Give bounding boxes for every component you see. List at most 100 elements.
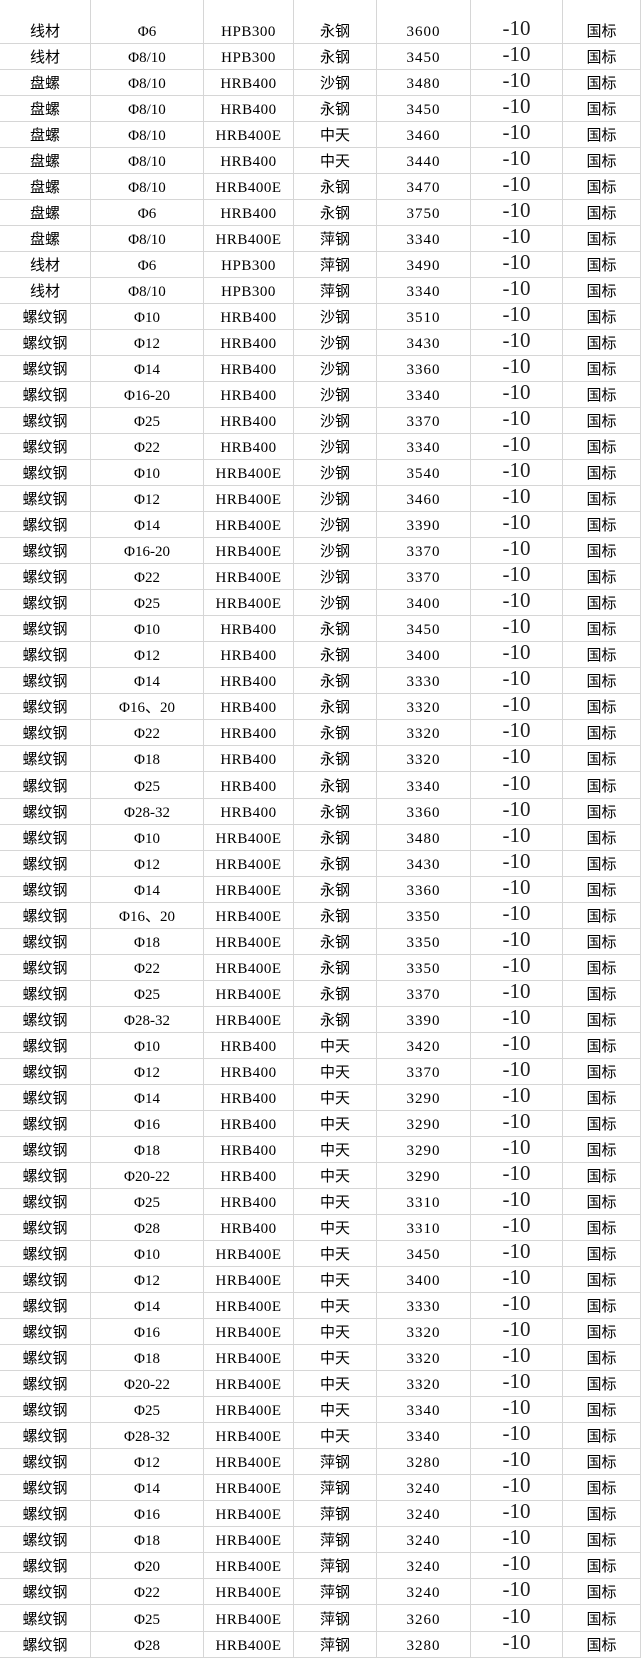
note-cell[interactable]: 国标	[563, 460, 641, 487]
mill-cell[interactable]: 沙钢	[294, 486, 377, 513]
spec-cell[interactable]: Φ18	[91, 928, 204, 955]
change-cell[interactable]: -10	[471, 824, 563, 851]
grade-cell[interactable]: HRB400	[204, 1136, 294, 1163]
mill-cell[interactable]: 永钢	[294, 95, 377, 122]
spec-cell[interactable]: Φ16、20	[91, 902, 204, 929]
product-cell[interactable]: 线材	[0, 277, 91, 304]
product-cell[interactable]: 线材	[0, 3, 91, 44]
change-cell[interactable]: -10	[471, 1501, 563, 1528]
product-cell[interactable]: 螺纹钢	[0, 772, 91, 799]
grade-cell[interactable]: HRB400E	[204, 460, 294, 487]
price-cell[interactable]: 3450	[377, 616, 471, 643]
product-cell[interactable]: 螺纹钢	[0, 1006, 91, 1033]
product-cell[interactable]: 螺纹钢	[0, 824, 91, 851]
price-cell[interactable]: 3240	[377, 1553, 471, 1580]
mill-cell[interactable]: 萍钢	[294, 1631, 377, 1658]
change-cell[interactable]: -10	[471, 43, 563, 70]
change-cell[interactable]: -10	[471, 512, 563, 539]
grade-cell[interactable]: HRB400	[204, 1058, 294, 1085]
mill-cell[interactable]: 永钢	[294, 954, 377, 981]
product-cell[interactable]: 螺纹钢	[0, 1188, 91, 1215]
mill-cell[interactable]: 永钢	[294, 980, 377, 1007]
mill-cell[interactable]: 沙钢	[294, 69, 377, 96]
product-cell[interactable]: 螺纹钢	[0, 1371, 91, 1398]
mill-cell[interactable]: 永钢	[294, 694, 377, 721]
change-cell[interactable]: -10	[471, 95, 563, 122]
product-cell[interactable]: 盘螺	[0, 199, 91, 226]
price-cell[interactable]: 3340	[377, 225, 471, 252]
note-cell[interactable]: 国标	[563, 199, 641, 226]
grade-cell[interactable]: HRB400	[204, 303, 294, 330]
spec-cell[interactable]: Φ20	[91, 1553, 204, 1580]
note-cell[interactable]: 国标	[563, 1084, 641, 1111]
grade-cell[interactable]: HRB400	[204, 746, 294, 773]
mill-cell[interactable]: 萍钢	[294, 277, 377, 304]
product-cell[interactable]: 螺纹钢	[0, 486, 91, 513]
spec-cell[interactable]: Φ14	[91, 1293, 204, 1320]
product-cell[interactable]: 螺纹钢	[0, 1162, 91, 1189]
mill-cell[interactable]: 中天	[294, 1371, 377, 1398]
price-cell[interactable]: 3510	[377, 303, 471, 330]
mill-cell[interactable]: 中天	[294, 121, 377, 148]
mill-cell[interactable]: 永钢	[294, 616, 377, 643]
grade-cell[interactable]: HRB400	[204, 1032, 294, 1059]
price-cell[interactable]: 3370	[377, 1058, 471, 1085]
note-cell[interactable]: 国标	[563, 1371, 641, 1398]
price-cell[interactable]: 3390	[377, 512, 471, 539]
product-cell[interactable]: 螺纹钢	[0, 590, 91, 617]
price-cell[interactable]: 3340	[377, 772, 471, 799]
price-cell[interactable]: 3460	[377, 121, 471, 148]
note-cell[interactable]: 国标	[563, 1188, 641, 1215]
note-cell[interactable]: 国标	[563, 772, 641, 799]
mill-cell[interactable]: 永钢	[294, 902, 377, 929]
mill-cell[interactable]: 永钢	[294, 746, 377, 773]
spec-cell[interactable]: Φ18	[91, 1136, 204, 1163]
price-cell[interactable]: 3320	[377, 694, 471, 721]
mill-cell[interactable]: 中天	[294, 147, 377, 174]
grade-cell[interactable]: HPB300	[204, 277, 294, 304]
price-cell[interactable]: 3290	[377, 1110, 471, 1137]
product-cell[interactable]: 螺纹钢	[0, 642, 91, 669]
product-cell[interactable]: 螺纹钢	[0, 798, 91, 825]
note-cell[interactable]: 国标	[563, 1553, 641, 1580]
spec-cell[interactable]: Φ18	[91, 1527, 204, 1554]
note-cell[interactable]: 国标	[563, 1006, 641, 1033]
price-cell[interactable]: 3310	[377, 1188, 471, 1215]
mill-cell[interactable]: 萍钢	[294, 1527, 377, 1554]
change-cell[interactable]: -10	[471, 746, 563, 773]
note-cell[interactable]: 国标	[563, 225, 641, 252]
mill-cell[interactable]: 中天	[294, 1084, 377, 1111]
note-cell[interactable]: 国标	[563, 251, 641, 278]
note-cell[interactable]: 国标	[563, 1423, 641, 1450]
product-cell[interactable]: 螺纹钢	[0, 512, 91, 539]
grade-cell[interactable]: HRB400	[204, 355, 294, 382]
product-cell[interactable]: 螺纹钢	[0, 1293, 91, 1320]
spec-cell[interactable]: Φ8/10	[91, 277, 204, 304]
note-cell[interactable]: 国标	[563, 277, 641, 304]
product-cell[interactable]: 盘螺	[0, 95, 91, 122]
change-cell[interactable]: -10	[471, 1006, 563, 1033]
grade-cell[interactable]: HRB400	[204, 1084, 294, 1111]
mill-cell[interactable]: 沙钢	[294, 512, 377, 539]
mill-cell[interactable]: 中天	[294, 1058, 377, 1085]
mill-cell[interactable]: 萍钢	[294, 1475, 377, 1502]
mill-cell[interactable]: 沙钢	[294, 408, 377, 435]
grade-cell[interactable]: HRB400E	[204, 1631, 294, 1658]
note-cell[interactable]: 国标	[563, 3, 641, 44]
grade-cell[interactable]: HRB400E	[204, 1345, 294, 1372]
change-cell[interactable]: -10	[471, 1110, 563, 1137]
note-cell[interactable]: 国标	[563, 798, 641, 825]
change-cell[interactable]: -10	[471, 69, 563, 96]
product-cell[interactable]: 线材	[0, 251, 91, 278]
product-cell[interactable]: 螺纹钢	[0, 1475, 91, 1502]
price-cell[interactable]: 3320	[377, 1371, 471, 1398]
grade-cell[interactable]: HRB400E	[204, 225, 294, 252]
change-cell[interactable]: -10	[471, 1267, 563, 1294]
grade-cell[interactable]: HRB400	[204, 772, 294, 799]
note-cell[interactable]: 国标	[563, 408, 641, 435]
mill-cell[interactable]: 萍钢	[294, 251, 377, 278]
price-cell[interactable]: 3450	[377, 1241, 471, 1268]
change-cell[interactable]: -10	[471, 1371, 563, 1398]
grade-cell[interactable]: HRB400E	[204, 954, 294, 981]
product-cell[interactable]: 螺纹钢	[0, 1136, 91, 1163]
